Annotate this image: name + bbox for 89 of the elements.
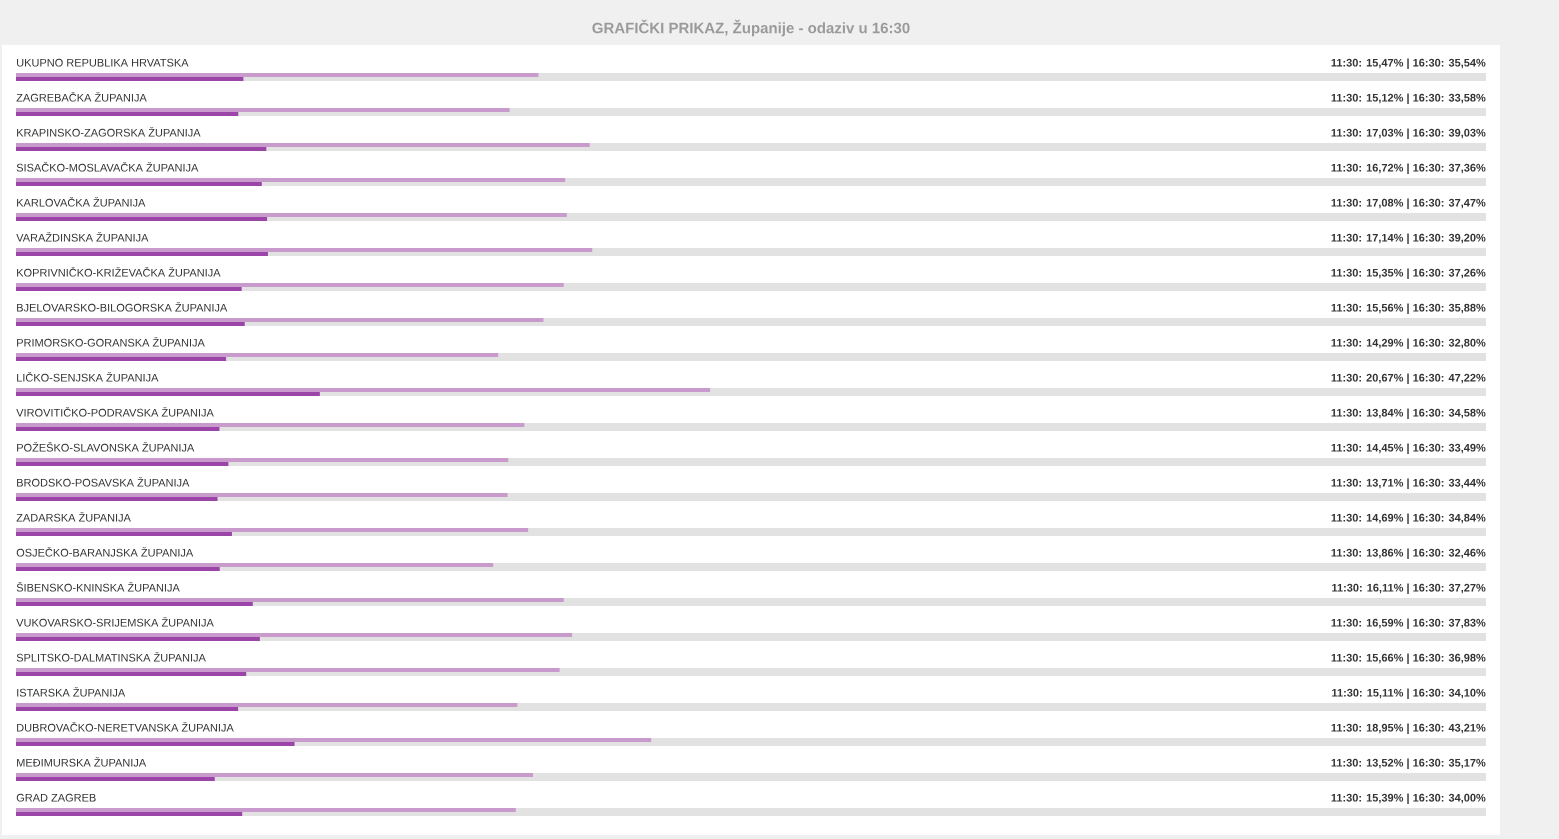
- data-label: 11:30: 16,59%: [1331, 618, 1404, 629]
- data-label: 11:30: 18,95%: [1331, 723, 1404, 734]
- bar: [16, 637, 260, 642]
- data-label: | 16:30: 35,88%: [1407, 303, 1486, 314]
- y-tick-label: PRIMORSKO-GORANSKA ŽUPANIJA: [17, 336, 205, 347]
- y-tick-label: ZADARSKA ŽUPANIJA: [16, 511, 131, 522]
- bar: [16, 217, 268, 221]
- bar: [16, 77, 244, 82]
- data-label: | 16:30: 34,84%: [1407, 513, 1486, 524]
- data-label: | 16:30: 37,36%: [1407, 163, 1486, 174]
- data-label: 11:30: 15,35%: [1331, 268, 1404, 279]
- data-label: | 16:30: 36,98%: [1407, 653, 1486, 664]
- data-label: | 16:30: 34,10%: [1407, 688, 1486, 699]
- data-label: | 16:30: 35,17%: [1407, 758, 1486, 769]
- data-label: | 16:30: 47,22%: [1407, 373, 1486, 384]
- data-label: 11:30: 17,08%: [1331, 198, 1404, 209]
- bar: [16, 602, 253, 607]
- bar: [16, 147, 267, 151]
- data-label: | 16:30: 39,20%: [1407, 233, 1486, 244]
- bar: [16, 462, 229, 467]
- bar: [16, 427, 220, 432]
- data-label: | 16:30: 37,83%: [1407, 618, 1486, 629]
- bar: [16, 742, 295, 747]
- data-label: 11:30: 15,11%: [1332, 688, 1404, 699]
- y-tick-label: SISAČKO-MOSLAVAČKA ŽUPANIJA: [16, 161, 199, 172]
- data-label: 11:30: 15,47%: [1331, 58, 1404, 69]
- data-label: | 16:30: 37,26%: [1407, 268, 1486, 279]
- data-label: 11:30: 14,69%: [1331, 513, 1404, 524]
- data-label: | 16:30: 33,49%: [1407, 443, 1486, 454]
- y-tick-label: LIČKO-SENJSKA ŽUPANIJA: [17, 371, 159, 382]
- bar: [16, 532, 232, 537]
- y-tick-label: KARLOVAČKA ŽUPANIJA: [17, 196, 146, 207]
- data-label: 11:30: 13,86%: [1331, 548, 1404, 559]
- data-label: 11:30: 13,71%: [1331, 478, 1404, 489]
- bar: [16, 392, 320, 396]
- data-label: 11:30: 20,67%: [1331, 373, 1404, 384]
- y-tick-label: ŠIBENSKO-KNINSKA ŽUPANIJA: [16, 581, 180, 592]
- data-label: | 16:30: 39,03%: [1407, 128, 1486, 139]
- bar: [16, 567, 220, 572]
- bar: [16, 672, 247, 677]
- y-tick-label: VIROVITIČKO-PODRAVSKA ŽUPANIJA: [16, 406, 214, 417]
- data-label: | 16:30: 37,27%: [1407, 583, 1486, 594]
- data-label: | 16:30: 32,46%: [1407, 548, 1486, 559]
- data-label: | 16:30: 34,58%: [1407, 408, 1486, 419]
- y-tick-label: BJELOVARSKO-BILOGORSKA ŽUPANIJA: [17, 301, 228, 312]
- bar: [16, 252, 268, 257]
- y-tick-label: GRAD ZAGREB: [16, 793, 96, 802]
- y-tick-label: VUKOVARSKO-SRIJEMSKA ŽUPANIJA: [16, 616, 214, 627]
- bar: [16, 287, 242, 292]
- y-tick-label: ZAGREBAČKA ŽUPANIJA: [16, 91, 147, 102]
- data-label: 11:30: 15,12%: [1331, 93, 1404, 104]
- bar: [16, 777, 215, 782]
- y-tick-label: KRAPINSKO-ZAGORSKA ŽUPANIJA: [17, 126, 201, 137]
- bar: [16, 812, 243, 817]
- y-tick-label: POŽEŠKO-SLAVONSKA ŽUPANIJA: [17, 441, 195, 452]
- data-label: | 16:30: 33,44%: [1407, 478, 1486, 489]
- data-label: | 16:30: 37,47%: [1407, 198, 1486, 209]
- bar: [16, 112, 239, 116]
- data-label: 11:30: 16,11%: [1332, 583, 1404, 594]
- bar: [16, 497, 218, 502]
- y-tick-label: MEĐIMURSKA ŽUPANIJA: [17, 756, 147, 767]
- bar: [16, 707, 239, 712]
- data-label: 11:30: 13,84%: [1331, 408, 1404, 419]
- bar: [16, 322, 245, 327]
- bar: [16, 357, 227, 362]
- data-label: 11:30: 15,56%: [1331, 303, 1404, 314]
- data-label: 11:30: 17,14%: [1331, 233, 1404, 244]
- y-tick-label: ISTARSKA ŽUPANIJA: [17, 686, 126, 697]
- data-label: 11:30: 15,39%: [1331, 793, 1404, 804]
- bar: [16, 182, 262, 187]
- data-label: | 16:30: 43,21%: [1407, 723, 1486, 734]
- y-tick-label: KOPRIVNIČKO-KRIŽEVAČKA ŽUPANIJA: [17, 266, 221, 277]
- data-label: 11:30: 13,52%: [1331, 758, 1404, 769]
- y-tick-label: DUBROVAČKO-NERETVANSKA ŽUPANIJA: [17, 721, 234, 732]
- y-tick-label: VARAŽDINSKA ŽUPANIJA: [16, 231, 149, 242]
- y-tick-label: SPLITSKO-DALMATINSKA ŽUPANIJA: [16, 651, 206, 662]
- text: GRAFIČKI PRIKAZ, Županije - odaziv u 16:30: [592, 19, 910, 37]
- y-tick-label: OSJEČKO-BARANJSKA ŽUPANIJA: [16, 546, 194, 557]
- y-tick-label: UKUPNO REPUBLIKA HRVATSKA: [17, 58, 189, 67]
- data-label: | 16:30: 35,54%: [1407, 58, 1486, 69]
- data-label: 11:30: 15,66%: [1331, 653, 1404, 664]
- data-label: | 16:30: 32,80%: [1407, 338, 1486, 349]
- y-tick-label: BRODSKO-POSAVSKA ŽUPANIJA: [17, 476, 190, 487]
- data-label: 11:30: 14,29%: [1331, 338, 1404, 349]
- data-label: 11:30: 17,03%: [1331, 128, 1404, 139]
- data-label: | 16:30: 33,58%: [1407, 93, 1486, 104]
- data-label: | 16:30: 34,00%: [1407, 793, 1486, 804]
- data-label: 11:30: 14,45%: [1331, 443, 1404, 454]
- data-label: 11:30: 16,72%: [1331, 163, 1404, 174]
